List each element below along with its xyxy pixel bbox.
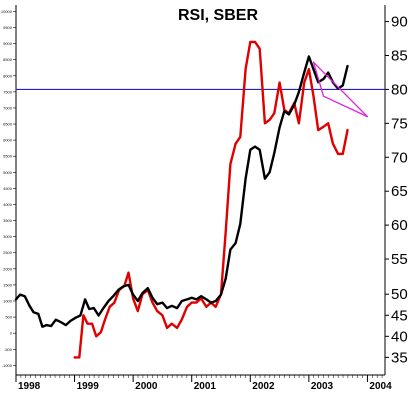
left-tick-label: 7500 (3, 89, 13, 94)
left-tick-label: 2500 (3, 250, 13, 255)
x-tick-label: 1999 (77, 381, 100, 392)
left-tick-label: 3000 (3, 234, 13, 239)
left-tick-label: -1000 (2, 363, 13, 368)
left-tick-label: 10000 (1, 9, 13, 14)
right-tick-label: 55 (391, 251, 408, 268)
left-tick-label: 5000 (3, 170, 13, 175)
series-layer (14, 40, 369, 359)
right-tick-label: 75 (391, 115, 408, 132)
left-tick-label: 6500 (3, 122, 13, 127)
right-tick-label: 80 (391, 81, 408, 98)
left-tick-label: 5500 (3, 154, 13, 159)
x-tick-label: 2000 (135, 381, 158, 392)
right-tick-label: 45 (391, 307, 408, 324)
right-tick-label: 50 (391, 286, 408, 303)
series-line (312, 61, 369, 118)
right-tick-label: 60 (391, 217, 408, 234)
left-tick-label: 8000 (3, 73, 13, 78)
x-tick-label: 2003 (311, 381, 334, 392)
x-tick-label: 1998 (18, 381, 41, 392)
right-tick-label: 65 (391, 183, 408, 200)
x-axis-ticks: 1998 1999 2000 2001 2002 2003 2004 (15, 375, 392, 392)
right-axis-ticks: 55 60 65 70 75 80 85 90 35 40 45 50 (385, 14, 408, 366)
left-tick-label: 2000 (3, 266, 13, 271)
x-tick-label: 2002 (252, 381, 275, 392)
left-tick-label: 500 (5, 315, 12, 320)
left-tick-label: 8500 (3, 57, 13, 62)
x-tick-label: 2001 (194, 381, 217, 392)
left-tick-label: 9500 (3, 25, 13, 30)
left-tick-label: 0 (10, 331, 13, 336)
left-tick-label: -500 (4, 347, 13, 352)
right-tick-label: 35 (391, 349, 408, 366)
chart-title: RSI, SBER (178, 7, 258, 24)
left-tick-label: 4500 (3, 186, 13, 191)
left-axis-ticks: -1000 -500 0 500 1000 1500 2000 2500 3000 3500 400… (1, 9, 16, 368)
left-tick-label: 1000 (3, 299, 13, 304)
series-line (73, 40, 349, 359)
right-tick-label: 40 (391, 328, 408, 345)
right-tick-label: 70 (391, 149, 408, 166)
left-tick-label: 6000 (3, 138, 13, 143)
left-tick-label: 7000 (3, 105, 13, 110)
series-line (312, 61, 369, 118)
left-tick-label: 9000 (3, 41, 13, 46)
right-tick-label: 85 (391, 47, 408, 64)
right-tick-label: 90 (391, 14, 408, 31)
left-tick-label: 4000 (3, 202, 13, 207)
x-tick-label: 2004 (369, 381, 392, 392)
left-tick-label: 3500 (3, 218, 13, 223)
series-line (14, 55, 349, 328)
left-tick-label: 1500 (3, 282, 13, 287)
